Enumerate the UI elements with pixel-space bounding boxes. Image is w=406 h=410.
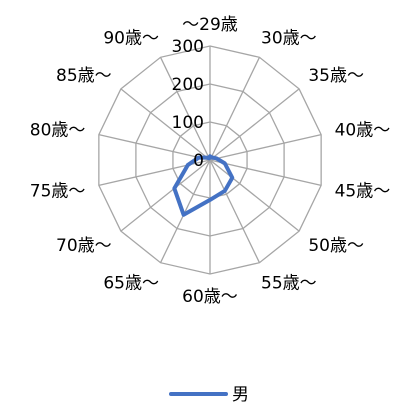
category-label-8: 65歳～ bbox=[103, 274, 159, 294]
category-label-10: 75歳～ bbox=[30, 181, 86, 201]
category-label-3: 40歳～ bbox=[335, 121, 391, 141]
category-label-5: 50歳～ bbox=[308, 236, 364, 256]
category-label-2: 35歳～ bbox=[308, 66, 364, 86]
category-label-9: 70歳～ bbox=[56, 236, 112, 256]
tick-label-0: 0 bbox=[193, 151, 204, 171]
category-label-11: 80歳～ bbox=[30, 121, 86, 141]
tick-label-200: 200 bbox=[172, 75, 204, 95]
spoke-13 bbox=[161, 57, 210, 160]
tick-label-100: 100 bbox=[172, 113, 204, 133]
spoke-6 bbox=[210, 160, 259, 263]
category-label-0: ～29歳 bbox=[182, 15, 238, 35]
category-label-1: 30歳～ bbox=[261, 28, 317, 48]
category-label-4: 45歳～ bbox=[335, 181, 391, 201]
category-label-12: 85歳～ bbox=[56, 66, 112, 86]
tick-label-300: 300 bbox=[172, 37, 204, 57]
category-label-13: 90歳～ bbox=[103, 28, 159, 48]
category-label-7: 60歳～ bbox=[182, 287, 238, 307]
spoke-1 bbox=[210, 57, 259, 160]
legend: 男 bbox=[171, 385, 249, 405]
category-label-6: 55歳～ bbox=[261, 274, 317, 294]
spoke-8 bbox=[161, 160, 210, 263]
legend-label-series-0: 男 bbox=[232, 385, 249, 405]
radar-tick-labels: 0 100 200 300 bbox=[172, 37, 204, 171]
